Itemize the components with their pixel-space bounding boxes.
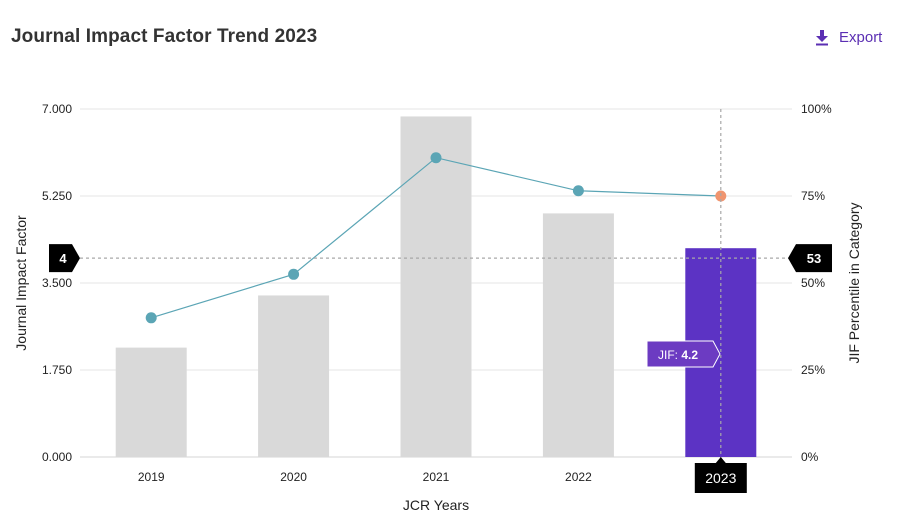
y-tick-label: 7.000 — [42, 102, 72, 116]
y2-tick-label: 75% — [801, 189, 825, 203]
bar-2022[interactable] — [542, 213, 614, 457]
y-axis-title: Journal Impact Factor — [13, 215, 29, 351]
right-value-badge — [788, 244, 832, 273]
bar-2019[interactable] — [115, 347, 187, 457]
percentile-point-2019[interactable] — [145, 312, 157, 324]
tooltip-text: JIF: 4.2 — [658, 348, 698, 362]
y-tick-label: 3.500 — [42, 276, 72, 290]
y2-tick-label: 0% — [801, 450, 819, 464]
y-tick-label: 5.250 — [42, 189, 72, 203]
tooltip-box — [646, 340, 721, 368]
y-tick-label: 0.000 — [42, 450, 72, 464]
percentile-point-2020[interactable] — [288, 268, 300, 280]
x-tick-label: 2019 — [138, 470, 165, 484]
chart-title: Journal Impact Factor Trend 2023 — [11, 26, 318, 47]
y-tick-label: 1.750 — [42, 363, 72, 377]
left-value-label: 4 — [59, 251, 67, 266]
percentile-point-2021[interactable] — [430, 152, 442, 164]
x-value-badge — [694, 457, 747, 493]
export-label: Export — [839, 29, 883, 46]
export-button[interactable]: Export — [815, 29, 882, 46]
jif-tooltip: JIF: 4.2 — [646, 340, 721, 368]
y2-tick-label: 50% — [801, 276, 825, 290]
tooltip-value: 4.2 — [681, 348, 698, 362]
right-value-label: 53 — [807, 251, 821, 266]
left-value-badge — [49, 244, 80, 273]
bar-2020[interactable] — [258, 295, 330, 457]
x-tick-label: 2022 — [565, 470, 592, 484]
y2-tick-label: 100% — [801, 102, 832, 116]
y2-axis-title: JIF Percentile in Category — [846, 202, 862, 363]
x-tick-label: 2021 — [423, 470, 450, 484]
x-value-label: 2023 — [705, 470, 736, 486]
download-icon — [816, 29, 828, 45]
x-axis-title: JCR Years — [403, 497, 469, 513]
percentile-point-2022[interactable] — [572, 185, 584, 197]
tooltip-label: JIF: — [658, 348, 681, 362]
x-tick-label: 2020 — [280, 470, 307, 484]
bar-2021[interactable] — [400, 116, 472, 457]
y2-tick-label: 25% — [801, 363, 825, 377]
